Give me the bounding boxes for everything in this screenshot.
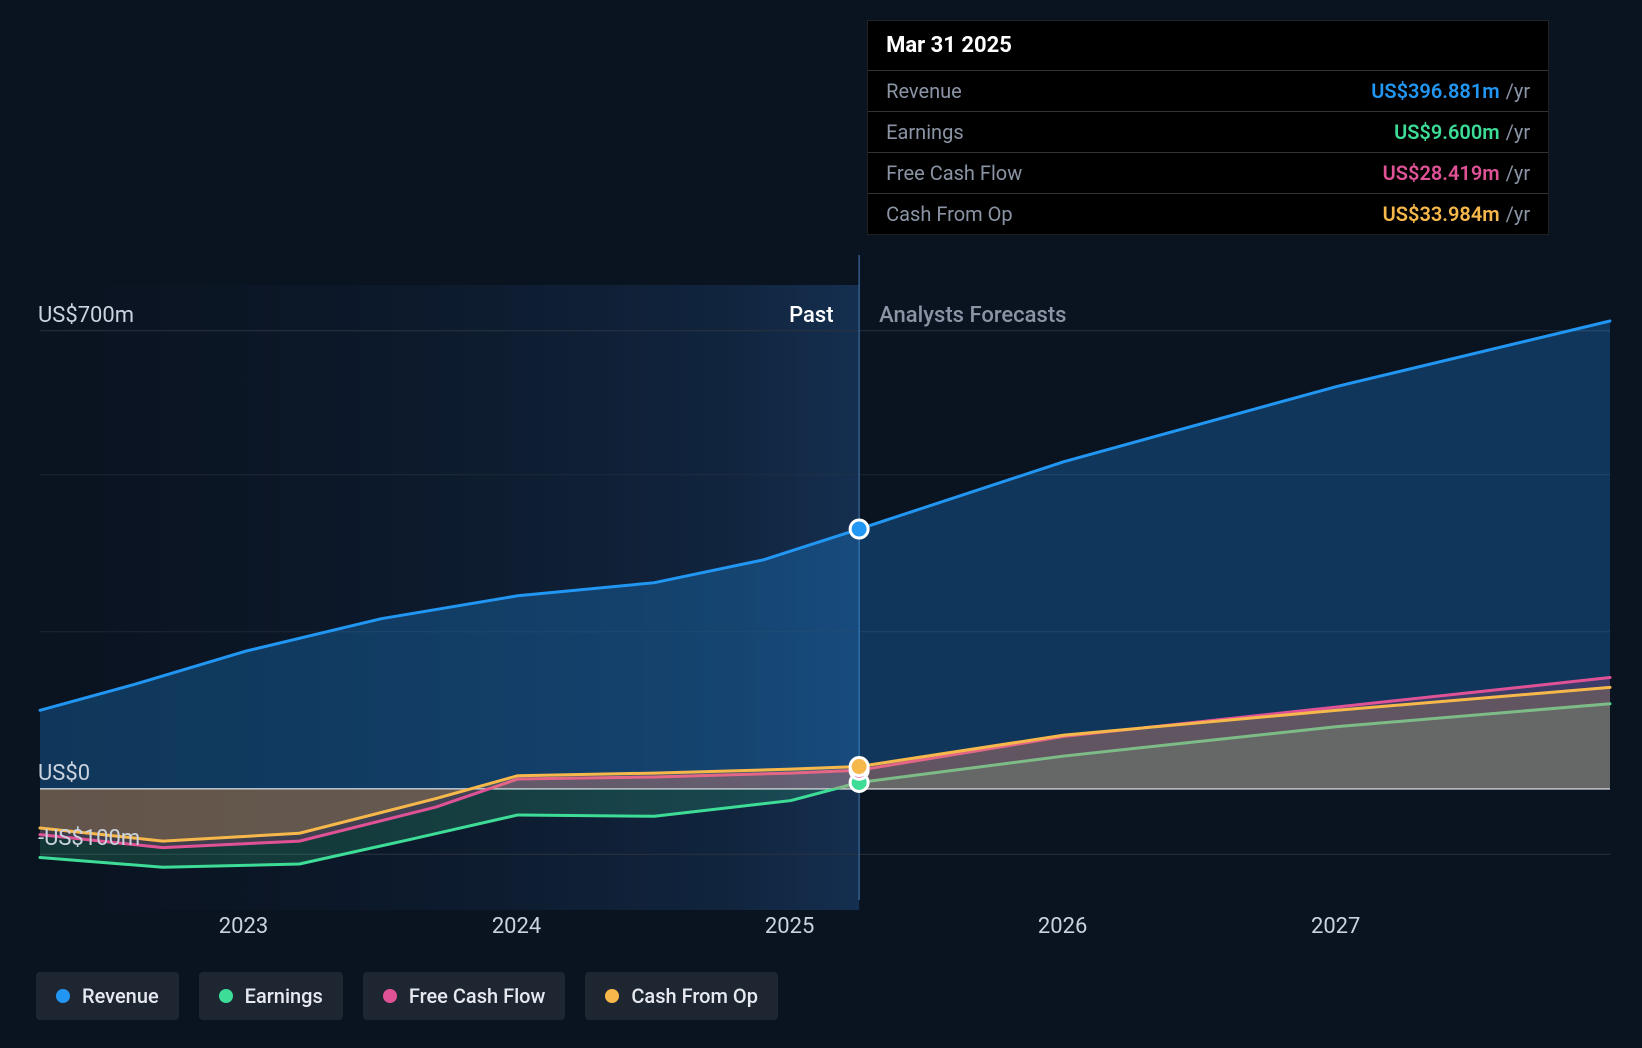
- tooltip-row-label: Revenue: [886, 79, 962, 103]
- x-tick-label: 2026: [1038, 914, 1087, 939]
- tooltip-row-value: US$28.419m: [1383, 161, 1500, 185]
- y-tick-label: -US$100m: [38, 826, 140, 851]
- legend-label: Earnings: [245, 984, 323, 1008]
- tooltip-row-value: US$9.600m: [1394, 120, 1500, 144]
- x-tick-label: 2025: [765, 914, 814, 939]
- legend-label: Revenue: [82, 984, 159, 1008]
- tooltip-row-value: US$396.881m: [1371, 79, 1499, 103]
- tooltip-row: Earnings US$9.600m/yr: [868, 112, 1548, 153]
- legend-item-fcf[interactable]: Free Cash Flow: [363, 972, 566, 1020]
- tooltip-row-label: Earnings: [886, 120, 964, 144]
- legend-item-revenue[interactable]: Revenue: [36, 972, 179, 1020]
- x-tick-label: 2023: [219, 914, 268, 939]
- tooltip-row-unit: /yr: [1506, 120, 1531, 144]
- y-tick-label: US$0: [38, 761, 90, 786]
- tooltip: Mar 31 2025 Revenue US$396.881m/yr Earni…: [867, 20, 1549, 235]
- y-tick-label: US$700m: [38, 303, 134, 328]
- tooltip-row: Revenue US$396.881m/yr: [868, 71, 1548, 112]
- legend-label: Free Cash Flow: [409, 984, 546, 1008]
- tooltip-row: Free Cash Flow US$28.419m/yr: [868, 153, 1548, 194]
- region-label-past: Past: [789, 303, 833, 328]
- tooltip-date: Mar 31 2025: [868, 21, 1548, 71]
- x-tick-label: 2024: [492, 914, 541, 939]
- tooltip-row-unit: /yr: [1506, 202, 1531, 226]
- x-tick-label: 2027: [1311, 914, 1360, 939]
- tooltip-row-label: Cash From Op: [886, 202, 1012, 226]
- tooltip-row-label: Free Cash Flow: [886, 161, 1022, 185]
- legend: Revenue Earnings Free Cash Flow Cash Fro…: [36, 972, 778, 1020]
- legend-item-cfo[interactable]: Cash From Op: [585, 972, 778, 1020]
- legend-label: Cash From Op: [631, 984, 758, 1008]
- legend-dot-icon: [56, 989, 70, 1003]
- legend-dot-icon: [219, 989, 233, 1003]
- tooltip-row-unit: /yr: [1506, 79, 1531, 103]
- tooltip-row-unit: /yr: [1506, 161, 1531, 185]
- legend-dot-icon: [605, 989, 619, 1003]
- legend-item-earnings[interactable]: Earnings: [199, 972, 343, 1020]
- legend-dot-icon: [383, 989, 397, 1003]
- tooltip-row-value: US$33.984m: [1383, 202, 1500, 226]
- chart-area: -US$100m US$0 US$700m 2023 2024 2025 202…: [0, 0, 1642, 960]
- region-label-forecast: Analysts Forecasts: [879, 303, 1066, 328]
- tooltip-row: Cash From Op US$33.984m/yr: [868, 194, 1548, 234]
